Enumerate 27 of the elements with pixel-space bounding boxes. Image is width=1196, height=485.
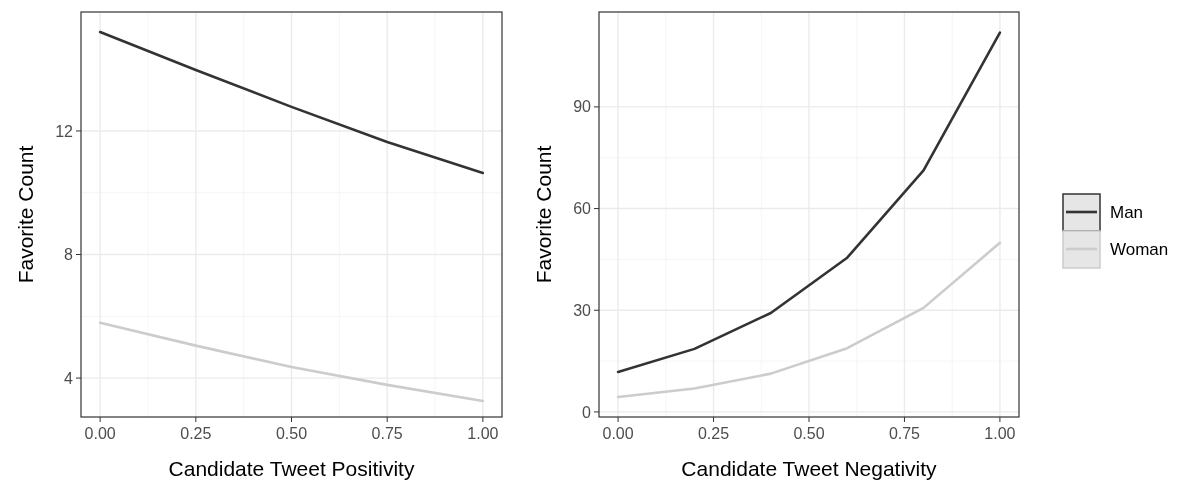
line-series (98, 30, 485, 175)
line-series (616, 31, 1002, 374)
y-axis-title: Favorite Count (532, 145, 555, 284)
x-tick-label: 0.25 (180, 425, 212, 442)
y-tick-label: 4 (64, 369, 74, 387)
y-tick-label: 12 (55, 122, 74, 140)
x-tick-label: 0.25 (697, 425, 730, 442)
y-tick-label: 8 (64, 246, 74, 264)
x-tick-label: 1.00 (467, 425, 499, 442)
x-axis-title: Candidate Tweet Positivity (168, 457, 415, 480)
y-axis-title: Favorite Count (14, 145, 37, 284)
x-tick-label: 0.00 (602, 425, 634, 442)
x-tick-label: 0.75 (371, 425, 403, 442)
legend-label: Woman (1110, 239, 1169, 259)
x-tick-label: 0.50 (793, 425, 825, 442)
line-series (616, 241, 1002, 399)
x-tick-label: 0.00 (84, 425, 116, 442)
y-tick-label: 90 (573, 98, 592, 116)
x-tick-label: 0.75 (888, 425, 921, 442)
y-tick-label: 30 (573, 301, 592, 319)
x-axis-title: Candidate Tweet Negativity (681, 457, 938, 480)
legend-label: Man (1110, 202, 1144, 222)
x-tick-label: 1.00 (984, 425, 1016, 442)
y-tick-label: 60 (573, 200, 592, 218)
line-series (98, 321, 485, 403)
x-tick-label: 0.50 (275, 425, 308, 442)
y-tick-label: 0 (582, 403, 592, 421)
